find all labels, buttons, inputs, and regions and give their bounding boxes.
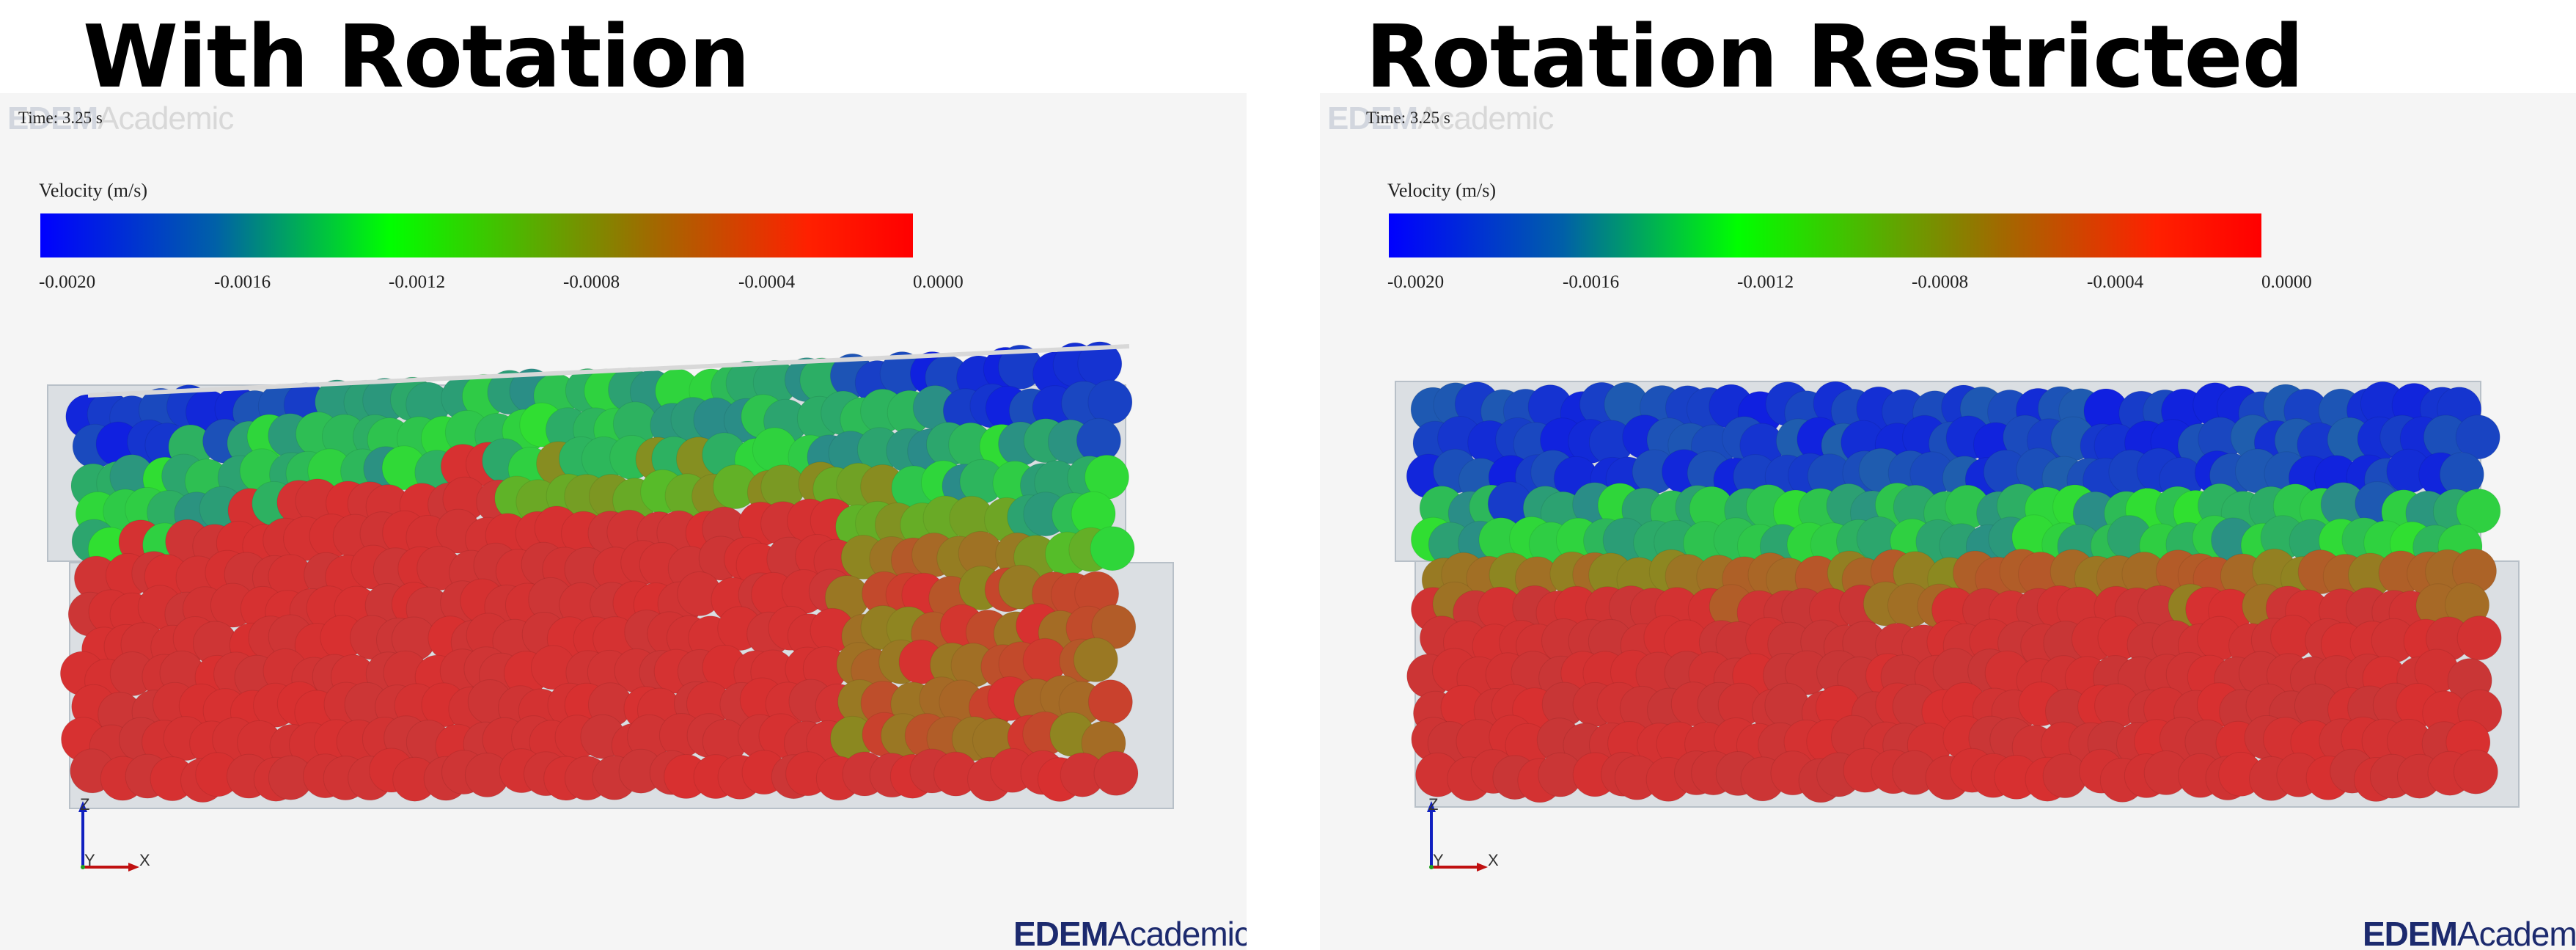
axis-label-x: X <box>139 851 150 869</box>
particle-scene <box>47 341 1174 872</box>
axis-label-y: Y <box>84 851 95 869</box>
legend-title: Velocity (m/s) <box>1387 180 1497 201</box>
particle-bed <box>47 341 1174 809</box>
time-label: Time: 3.25 s <box>1366 109 1450 127</box>
legend-tick: -0.0016 <box>1563 272 1620 292</box>
edem-watermark: EDEMAcademic <box>1327 101 1554 136</box>
legend-tick: -0.0012 <box>389 272 446 292</box>
viewport-with-rotation[interactable]: EDEMAcademic Time: 3.25 s Velocity (m/s)… <box>0 93 1247 950</box>
axis-label-z: Z <box>80 795 90 814</box>
edem-watermark: EDEMAcademic <box>7 101 234 136</box>
legend-tick: -0.0020 <box>1387 272 1445 292</box>
velocity-legend-bar <box>1389 213 2261 257</box>
particle-scene <box>1395 381 2520 872</box>
legend-tick: -0.0008 <box>563 272 620 292</box>
legend-tick: -0.0016 <box>214 272 271 292</box>
axis-label-y: Y <box>1433 851 1444 869</box>
axis-triad-icon <box>78 801 139 872</box>
time-label: Time: 3.25 s <box>18 109 103 127</box>
panel-title-right: Rotation Restricted <box>1365 6 2304 107</box>
particle-bed <box>1395 381 2520 808</box>
legend-tick: -0.0004 <box>2087 272 2144 292</box>
axis-triad-icon <box>1427 801 1488 872</box>
viewport-rotation-restricted[interactable]: EDEMAcademic Time: 3.25 s Velocity (m/s)… <box>1320 93 2576 950</box>
edem-academic-logo: EDEMAcademic™ <box>1013 915 1247 950</box>
edem-academic-logo: EDEMAcademic <box>2363 915 2576 950</box>
axis-label-z: Z <box>1428 795 1439 814</box>
legend-tick: 0.0000 <box>913 272 964 292</box>
legend-tick: -0.0020 <box>39 272 96 292</box>
legend-tick: 0.0000 <box>2261 272 2312 292</box>
axis-label-x: X <box>1488 851 1499 869</box>
panel-title-left: With Rotation <box>83 6 750 107</box>
legend-tick: -0.0012 <box>1737 272 1794 292</box>
legend-title: Velocity (m/s) <box>39 180 148 201</box>
legend-tick: -0.0004 <box>738 272 796 292</box>
legend-tick: -0.0008 <box>1912 272 1969 292</box>
velocity-legend-bar <box>40 213 913 257</box>
